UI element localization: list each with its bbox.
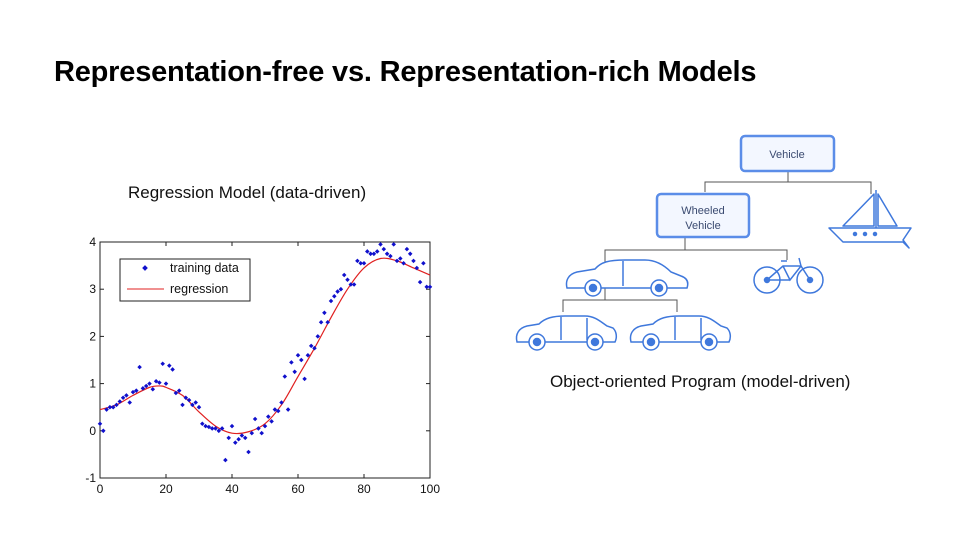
wheeled-vehicle-label-line2: Vehicle <box>685 220 720 232</box>
training-data-point <box>256 426 261 431</box>
x-tick-label: 60 <box>291 482 305 496</box>
training-data-point <box>101 428 106 434</box>
class-hierarchy-diagram: Vehicle Wheeled Vehicle <box>515 134 912 351</box>
hierarchy-connectors <box>562 170 872 312</box>
slide-title: Representation-free vs. Representation-r… <box>54 56 757 88</box>
hatchback-car-icon-left <box>515 315 618 351</box>
training-data-point <box>332 294 337 299</box>
training-data-point <box>275 408 281 414</box>
training-data-point <box>381 246 387 252</box>
y-tick-label: 3 <box>89 282 96 296</box>
vehicle-node: Vehicle <box>739 134 836 173</box>
training-data-point <box>127 400 132 405</box>
training-data-point <box>239 433 245 438</box>
training-data-point <box>137 364 142 370</box>
x-tick-label: 0 <box>97 482 104 496</box>
training-data-point <box>282 374 288 379</box>
training-data-point <box>219 426 225 431</box>
training-data-point <box>143 383 149 389</box>
legend-label-regression: regression <box>170 282 228 296</box>
wheeled-vehicle-label-line1: Wheeled <box>681 205 724 217</box>
y-tick-label: -1 <box>85 471 96 485</box>
training-data-point <box>322 310 327 316</box>
training-data-point <box>110 404 116 410</box>
bicycle-icon <box>753 257 824 294</box>
chart-title: Regression Model (data-driven) <box>128 183 367 202</box>
training-data-point <box>272 407 278 412</box>
training-data-point <box>223 457 228 463</box>
training-data-point <box>299 357 304 363</box>
y-tick-label: 2 <box>89 329 96 343</box>
training-data-point <box>183 395 189 401</box>
training-data-point <box>107 404 113 410</box>
x-tick-label: 20 <box>159 482 173 496</box>
training-data-point <box>213 426 218 431</box>
training-data-point <box>302 376 307 382</box>
sailboat-icon <box>828 190 912 249</box>
y-axis-ticks: -1 0 1 2 3 4 <box>85 235 430 485</box>
training-data-point <box>249 430 255 436</box>
x-tick-label: 40 <box>225 482 239 496</box>
training-data-point <box>206 424 212 430</box>
legend-label-training-data: training data <box>170 261 239 275</box>
training-data-point <box>338 286 344 292</box>
y-tick-label: 0 <box>89 424 96 438</box>
legend: training data regression <box>119 258 251 302</box>
sedan-car-icon <box>565 259 689 297</box>
training-data-point <box>266 414 271 419</box>
y-tick-label: 1 <box>89 377 96 391</box>
training-data-point <box>365 249 370 254</box>
x-tick-label: 80 <box>357 482 371 496</box>
training-data-point <box>200 421 205 426</box>
training-data-point <box>252 416 258 422</box>
training-data-point <box>153 378 159 384</box>
training-data-point <box>279 400 284 405</box>
legend-box <box>119 258 251 302</box>
x-tick-label: 100 <box>420 482 440 496</box>
training-data-point <box>285 407 291 412</box>
hatchback-car-icon-right <box>629 315 732 351</box>
training-data-point <box>246 449 251 455</box>
wheeled-vehicle-node: Wheeled Vehicle <box>655 192 751 239</box>
training-data-point <box>289 360 294 365</box>
diagram-caption: Object-oriented Program (model-driven) <box>550 372 851 391</box>
y-tick-label: 4 <box>89 235 96 249</box>
x-axis-ticks: 0 20 40 60 80 100 <box>97 242 440 496</box>
vehicle-node-label: Vehicle <box>769 149 804 161</box>
training-data-point <box>292 369 297 375</box>
training-data-point <box>233 440 238 445</box>
